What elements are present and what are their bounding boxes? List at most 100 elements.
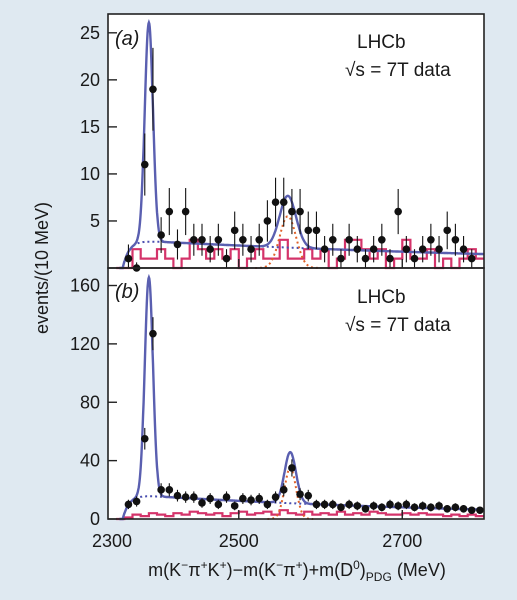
panel-a-data-point: [394, 207, 402, 216]
panel-b-data-point: [369, 502, 378, 510]
panel-b-data-point: [378, 503, 386, 512]
x-axis-title: m(K−π+K+)−m(K−π+)+m(D0)PDG (MeV): [148, 558, 446, 584]
panel-b-data-point: [239, 494, 247, 503]
panel-a-data-point: [279, 198, 288, 206]
panel-a-data-point: [353, 245, 362, 253]
panel-b-data-point: [345, 500, 353, 509]
panel-a-data-point: [418, 245, 427, 253]
panel-b-data-point: [312, 500, 321, 509]
panel-b-data-point: [443, 504, 452, 513]
panel-a-data-point: [206, 245, 214, 253]
panel-b-y-tick-label: 80: [80, 392, 100, 412]
panel-b-data-point: [181, 493, 190, 501]
panel-b-data-point: [394, 502, 402, 510]
panel-a-data-point: [181, 207, 190, 216]
panel-a-data-point: [239, 235, 247, 244]
panel-b-data-point: [402, 500, 411, 509]
panel-a-histogram: [116, 238, 484, 270]
panel-a-y-tick-label: 15: [80, 117, 100, 137]
panel-a-data-point: [190, 235, 198, 244]
panel-a-data-point: [410, 254, 419, 263]
panel-b-data-point: [198, 499, 206, 507]
panel-a-data-point: [312, 226, 321, 235]
panel-b-data-point: [427, 503, 435, 512]
panel-b-frame: [107, 267, 485, 520]
panel-a-data-point: [230, 226, 239, 235]
panel-b-data-point: [173, 491, 182, 500]
panel-a-data-point: [443, 226, 452, 235]
panel-a-data-point: [320, 245, 329, 253]
panel-b-data-point: [140, 434, 149, 443]
panel-a-data-point: [247, 245, 255, 253]
panel-b-plot: [116, 273, 484, 521]
panel-a-data-point: [451, 235, 460, 244]
panel-a-data-point: [361, 254, 370, 263]
panel-b-data-point: [386, 500, 394, 509]
panel-a-experiment-label: LHCb: [357, 32, 406, 53]
panel-a-axes: 5 10 15 20 25: [80, 23, 403, 268]
panel-b-background: [108, 268, 484, 519]
panel-a-data-point: [378, 235, 386, 244]
panel-a-data-point: [263, 217, 272, 225]
panel-a-y-tick-label: 5: [90, 211, 100, 231]
panel-b-data-point: [279, 486, 288, 494]
panel-b-y-tick-label: 160: [70, 276, 100, 296]
panel-b-data-point: [263, 500, 272, 509]
panel-b-experiment-label: LHCb: [357, 287, 406, 308]
panel-b-data-point: [361, 504, 370, 513]
x-tick-label: 2300: [92, 531, 132, 551]
panel-b-label: (b): [115, 281, 139, 303]
panel-a-data-point: [255, 235, 264, 244]
panel-a-data-point: [271, 198, 280, 206]
panel-a-data-point: [337, 254, 345, 263]
panel-b-data-point: [165, 486, 174, 494]
panel-b-data-point: [435, 502, 443, 510]
panel-b-y-tick-label: 0: [90, 509, 100, 529]
panel-a-data-point: [165, 207, 174, 216]
panel-a-data-point: [222, 254, 231, 263]
panel-b-data-point: [296, 490, 304, 498]
panel-b-data-point: [451, 503, 460, 512]
panel-b-data-point: [230, 502, 239, 510]
panel-a-data-point: [345, 235, 353, 244]
panel-b-data-point: [337, 503, 345, 512]
panel-b-data-point: [288, 464, 296, 472]
x-tick-label: 2700: [382, 531, 422, 551]
panel-a-data-point: [467, 254, 476, 263]
panel-b-data-point: [222, 493, 231, 501]
panel-b-data-point: [320, 500, 329, 509]
panel-a-data-point: [435, 245, 443, 253]
panel-b-data-point: [459, 504, 468, 513]
panel-b-data-point: [190, 493, 198, 501]
panel-a-data-point: [369, 245, 378, 253]
panel-b-data-point: [255, 494, 264, 503]
panel-a-signal-curve: [255, 215, 321, 269]
panel-a-background: [108, 14, 484, 268]
panel-a-data-point: [386, 254, 394, 263]
y-axis-title: events/(10 MeV): [32, 202, 52, 334]
panel-b-data-point: [353, 502, 362, 510]
x-tick-label: 2500: [219, 531, 259, 551]
panel-a-data-point: [214, 235, 223, 244]
panel-a-label: (a): [115, 28, 139, 50]
panel-b-axes: 0 40 80 120 160 2300 2500 2700: [70, 276, 422, 551]
panel-a-data-point: [402, 245, 411, 253]
panel-a-data-point: [173, 240, 182, 249]
panel-a-data-point: [140, 160, 149, 169]
panel-a-data-point: [149, 85, 157, 94]
panel-b-histogram: [116, 509, 484, 521]
panel-a-data-point: [288, 207, 296, 216]
panel-b-data-point: [214, 500, 223, 509]
panel-b-data-point: [247, 496, 255, 504]
panel-b-data-point: [410, 503, 419, 512]
panel-a-data-point: [296, 207, 304, 216]
panel-a-data-point: [328, 235, 337, 244]
panel-b-data-point: [124, 500, 133, 509]
panel-b-data-point: [328, 500, 337, 509]
panel-b-y-tick-label: 120: [70, 334, 100, 354]
panel-a-data-point: [198, 235, 206, 244]
panel-b-data-point: [271, 493, 280, 501]
panel-a-data-point: [459, 245, 468, 253]
panel-a-energy-label: √s = 7T data: [345, 60, 451, 81]
